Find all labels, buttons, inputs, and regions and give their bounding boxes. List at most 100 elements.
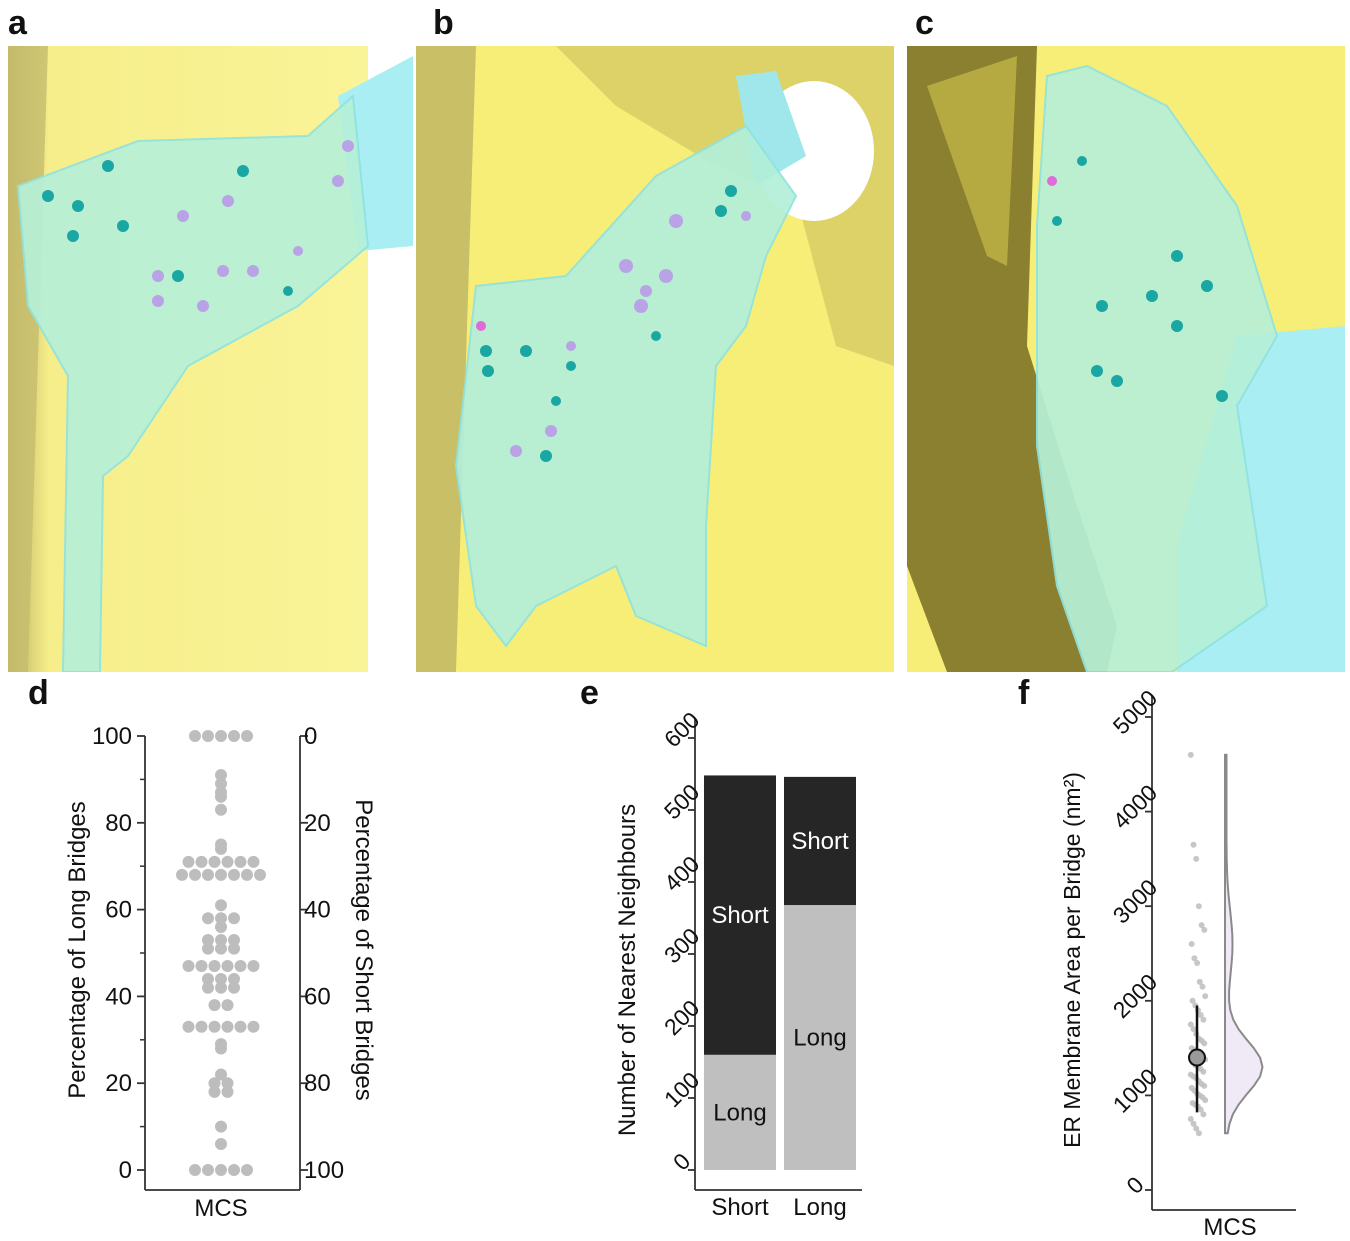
chart-f-tick-label: 2000: [1108, 969, 1163, 1024]
chart-d-dot: [208, 1085, 221, 1098]
chart-d-left-tick-label: 20: [105, 1070, 132, 1097]
chart-f-dot: [1193, 1125, 1200, 1132]
chart-d-dot: [215, 1038, 227, 1051]
chart-f-dot: [1187, 751, 1194, 758]
chart-d-dot: [195, 855, 208, 868]
chart-e-ticks: 0 100 200 300 400 500 600: [659, 707, 705, 1175]
chart-d-dot: [234, 1020, 247, 1033]
chart-d-dot: [215, 1120, 227, 1133]
chart-d-dot: [215, 1068, 227, 1081]
render-a-image: [8, 46, 413, 672]
chart-d-category-label: MCS: [194, 1195, 247, 1222]
panel-label-d: d: [28, 674, 49, 712]
chart-f-dot: [1194, 959, 1201, 966]
render-b-image: [416, 46, 894, 672]
chart-e-segment-label: Long: [713, 1099, 766, 1126]
chart-d-dot: [221, 1085, 234, 1098]
chart-f-tick-label: 1000: [1108, 1063, 1163, 1118]
chart-d-ticks: 0 100 20 80 40 60 60 40 80 20 100 0: [92, 723, 344, 1184]
chart-f-tick-label: 3000: [1108, 874, 1163, 929]
chart-f-dot: [1201, 926, 1208, 933]
chart-f-mean-marker: [1188, 1048, 1206, 1067]
chart-d-dot: [182, 960, 195, 973]
chart-f-tick-label: 5000: [1108, 690, 1163, 739]
chart-e-bar-short-short: [704, 775, 776, 1055]
chart-f-dot: [1188, 941, 1195, 948]
chart-d-dot: [182, 1020, 195, 1033]
bridge-markers-b: [476, 185, 751, 462]
chart-d-right-tick-label: 80: [304, 1070, 331, 1097]
chart-d-dot: [228, 973, 240, 986]
chart-f-tick-label: 4000: [1108, 779, 1163, 834]
chart-f-density-curve: [1224, 753, 1264, 1135]
chart-e-tick-label: 400: [659, 851, 705, 897]
chart-d-dot: [215, 933, 227, 946]
chart-d-dot: [182, 855, 195, 868]
chart-d-right-tick-label: 0: [304, 723, 317, 750]
chart-f-dot: [1191, 955, 1198, 962]
chart-f-dot: [1195, 903, 1202, 910]
chart-d-left-tick-label: 100: [92, 723, 132, 750]
chart-e-tick-label: 0: [668, 1148, 695, 1175]
chart-d-dot: [215, 868, 227, 881]
chart-d-dot: [228, 912, 240, 925]
panel-label-e: e: [580, 674, 599, 712]
chart-f-dot: [1199, 983, 1206, 990]
chart-d-dot: [215, 920, 227, 933]
chart-d-dot: [202, 942, 214, 955]
chart-d-dot: [215, 803, 227, 816]
chart-d-left-tick-label: 40: [105, 983, 132, 1010]
chart-e-segment-label: Short: [791, 828, 849, 855]
chart-f-dot: [1200, 1111, 1207, 1118]
chart-d-dot: [241, 730, 253, 742]
chart-d-right-tick-label: 20: [304, 810, 331, 837]
chart-d-dot: [202, 730, 214, 742]
panel-label-c: c: [915, 4, 934, 42]
chart-f-dot: [1198, 922, 1205, 929]
chart-f-dot: [1196, 978, 1203, 985]
chart-d-dot: [208, 999, 221, 1012]
chart-d-dot: [228, 942, 240, 955]
chart-d-right-tick-label: 40: [304, 897, 331, 924]
chart-d-left-tick-label: 60: [105, 897, 132, 924]
chart-d-dots: [176, 730, 266, 1176]
chart-d-dot: [247, 1020, 260, 1033]
chart-d-right-tick-label: 100: [304, 1157, 344, 1184]
chart-f-dot: [1197, 1011, 1204, 1018]
chart-d-right-tick-label: 60: [304, 983, 331, 1010]
chart-d-dot: [221, 999, 234, 1012]
chart-f-dot: [1190, 1120, 1197, 1127]
chart-e-ylabel: Number of Nearest Neighbours: [614, 804, 641, 1136]
chart-d-dot: [202, 1164, 214, 1176]
chart-d-dot: [202, 868, 214, 881]
chart-d-dot: [189, 730, 201, 742]
chart-d-dot: [202, 973, 214, 986]
chart-d-dot: [176, 868, 188, 881]
chart-d-dot: [202, 981, 214, 994]
chart-d-dot: [208, 1020, 221, 1033]
chart-f-dot: [1197, 1106, 1204, 1113]
chart-d-dot: [228, 933, 240, 946]
chart-d-dot: [228, 1164, 240, 1176]
chart-d-dot: [189, 868, 201, 881]
panel-label-f: f: [1018, 674, 1030, 712]
chart-f-dot: [1200, 1016, 1207, 1023]
render-panel-b: [416, 46, 894, 672]
chart-d-dot: [215, 1164, 227, 1176]
chart-d-dot: [215, 730, 227, 742]
chart-d-dot: [215, 838, 227, 851]
chart-d-dot: [195, 1020, 208, 1033]
chart-d-ylabel-right: Percentage of Short Bridges: [350, 799, 377, 1101]
chart-e-tick-label: 200: [659, 995, 705, 1041]
chart-d-dot: [234, 960, 247, 973]
bridge-markers-c: [1052, 156, 1228, 402]
chart-e-bar-long-long: [784, 905, 856, 1170]
chart-d-dot: [215, 973, 227, 986]
chart-d-dot: [215, 769, 227, 782]
chart-f-ticks: 0 1000 2000 3000 4000 5000: [1108, 690, 1163, 1199]
chart-f-dot: [1187, 1116, 1194, 1123]
chart-f-dot: [1200, 1068, 1207, 1075]
chart-d-dot: [247, 960, 260, 973]
chart-e-tick-label: 100: [659, 1067, 705, 1113]
render-panel-c: [907, 46, 1345, 672]
